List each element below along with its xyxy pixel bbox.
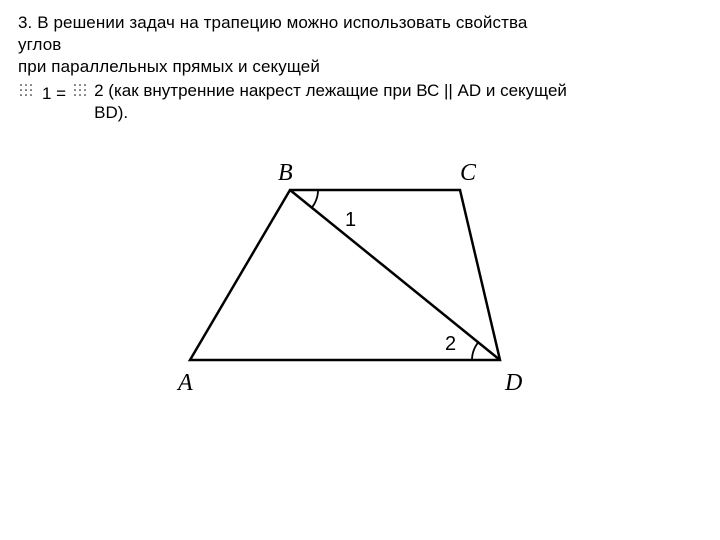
trapezoid-figure: A B C D 1 2 bbox=[160, 150, 560, 410]
equation-right-line1: 2 (как внутренние накрест лежащие при ВС… bbox=[94, 81, 567, 100]
equation-explain: 2 (как внутренние накрест лежащие при ВС… bbox=[90, 80, 567, 124]
angle-icon bbox=[72, 80, 90, 102]
svg-text:1: 1 bbox=[345, 209, 356, 231]
svg-text:D: D bbox=[504, 370, 522, 396]
svg-text:A: A bbox=[176, 370, 193, 396]
paragraph-line-2: углов bbox=[18, 34, 702, 56]
figure-container: A B C D 1 2 bbox=[0, 150, 720, 415]
equation-left: 1 = bbox=[36, 80, 72, 104]
svg-text:2: 2 bbox=[445, 333, 456, 355]
paragraph-line-1: 3. В решении задач на трапецию можно исп… bbox=[18, 12, 702, 34]
svg-text:B: B bbox=[278, 160, 293, 186]
equation-row: 1 = 2 (как внутренние накрест лежащие пр… bbox=[18, 80, 702, 124]
equation-right-line2: ВD). bbox=[94, 103, 128, 122]
paragraph-line-3: при параллельных прямых и секущей bbox=[18, 56, 702, 78]
angle-icon bbox=[18, 80, 36, 102]
svg-text:C: C bbox=[460, 160, 477, 186]
